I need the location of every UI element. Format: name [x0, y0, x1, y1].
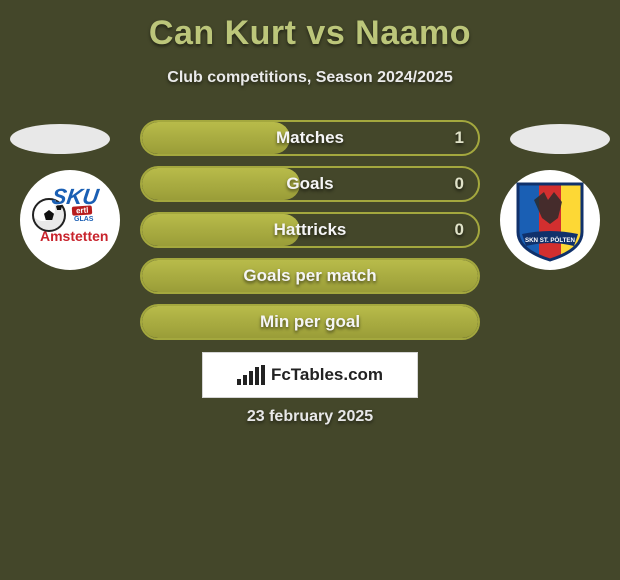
stat-label: Min per goal — [142, 306, 478, 338]
snapshot-date: 23 february 2025 — [0, 408, 620, 426]
right-player-photo-placeholder — [510, 124, 610, 154]
left-player-photo-placeholder — [10, 124, 110, 154]
stat-value-right: 0 — [455, 214, 464, 246]
stat-label: Hattricks — [142, 214, 478, 246]
badge-text-amstetten: Amstetten — [40, 228, 108, 244]
left-club-badge: SKU ertl GLAS Amstetten — [20, 170, 120, 270]
stat-label: Goals per match — [142, 260, 478, 292]
skn-st-poelten-crest: SKN ST. PÖLTEN — [514, 178, 586, 262]
stats-container: Matches 1 Goals 0 Hattricks 0 Goals per … — [140, 120, 480, 350]
stat-label: Matches — [142, 122, 478, 154]
page-title: Can Kurt vs Naamo — [0, 0, 620, 53]
shield-icon: SKN ST. PÖLTEN — [514, 178, 586, 262]
subtitle: Club competitions, Season 2024/2025 — [0, 69, 620, 87]
attribution-box[interactable]: FcTables.com — [202, 352, 418, 398]
stat-row-goals: Goals 0 — [140, 166, 480, 202]
stat-row-matches: Matches 1 — [140, 120, 480, 156]
badge-text-glas: GLAS — [74, 216, 93, 223]
right-club-badge: SKN ST. PÖLTEN — [500, 170, 600, 270]
stat-row-goals-per-match: Goals per match — [140, 258, 480, 294]
badge-text-ertl: ertl — [72, 205, 93, 215]
stat-row-min-per-goal: Min per goal — [140, 304, 480, 340]
stat-row-hattricks: Hattricks 0 — [140, 212, 480, 248]
badge-banner-text: SKN ST. PÖLTEN — [525, 237, 576, 244]
stat-value-right: 0 — [455, 168, 464, 200]
fctables-logo-icon — [237, 365, 265, 385]
stat-value-right: 1 — [455, 122, 464, 154]
sku-amstetten-crest: SKU ertl GLAS Amstetten — [30, 180, 110, 260]
attribution-text: FcTables.com — [271, 365, 383, 385]
stat-label: Goals — [142, 168, 478, 200]
